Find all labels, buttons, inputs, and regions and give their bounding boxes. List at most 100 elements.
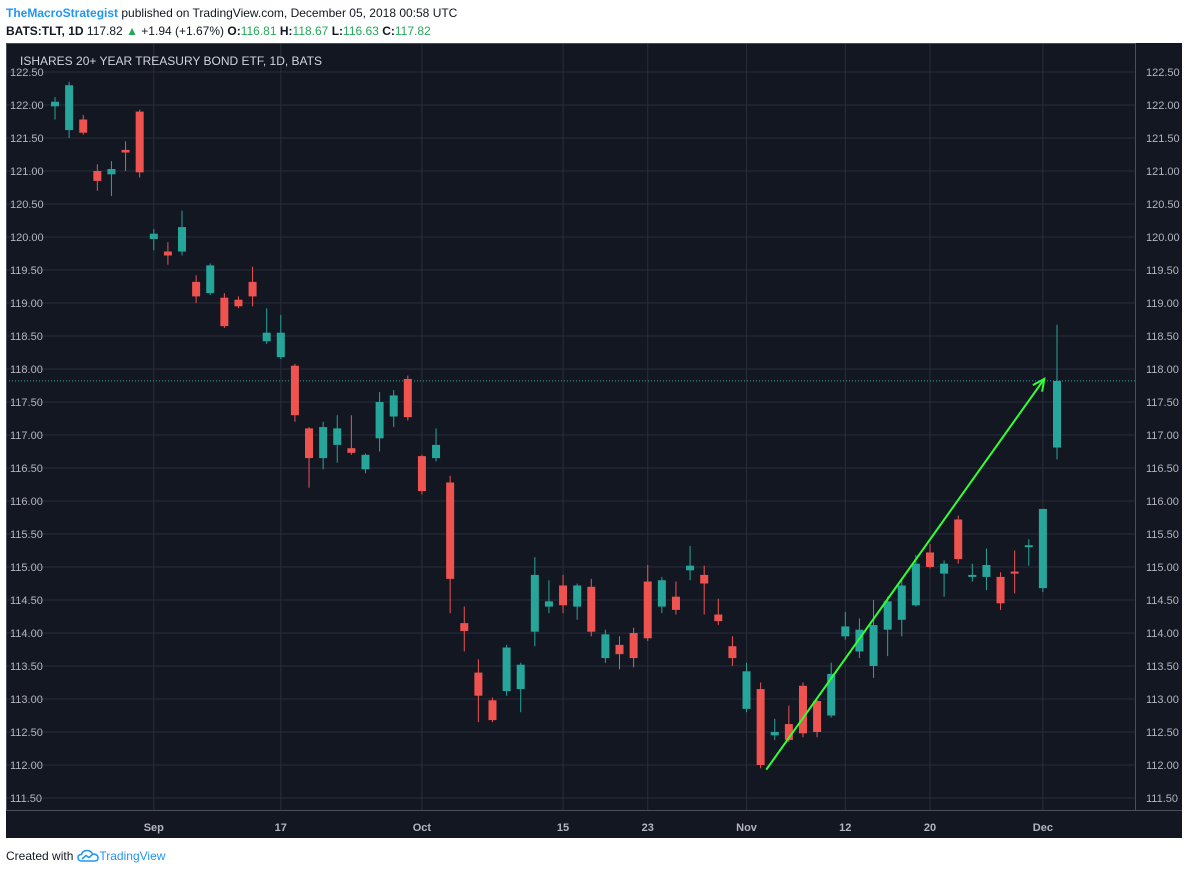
last-price: 117.82 bbox=[86, 24, 123, 38]
tradingview-cloud-icon bbox=[77, 849, 100, 862]
candle bbox=[728, 636, 737, 666]
candle bbox=[601, 629, 610, 663]
candle-body bbox=[474, 672, 483, 696]
candle-body bbox=[911, 563, 920, 606]
candle bbox=[290, 363, 299, 422]
candle-body bbox=[135, 111, 144, 173]
y-tick-label-right: 118.00 bbox=[1146, 364, 1179, 376]
x-tick-label: 15 bbox=[557, 822, 569, 834]
candle bbox=[813, 699, 822, 738]
candle bbox=[347, 415, 356, 455]
candle bbox=[1053, 324, 1061, 460]
candle-body bbox=[827, 673, 836, 716]
candle bbox=[615, 636, 624, 670]
candle bbox=[121, 141, 130, 171]
candle bbox=[262, 308, 271, 344]
candle-body bbox=[559, 585, 568, 606]
candlestick-chart[interactable]: ISHARES 20+ YEAR TREASURY BOND ETF, 1D, … bbox=[6, 43, 1182, 838]
candle bbox=[333, 415, 342, 463]
candle bbox=[107, 161, 116, 197]
published-text: published on TradingView.com, December 0… bbox=[121, 6, 458, 20]
candle bbox=[742, 662, 751, 713]
candle-body bbox=[65, 85, 74, 131]
candle bbox=[841, 611, 850, 640]
symbol-label: BATS:TLT, 1D bbox=[6, 24, 84, 38]
candle-body bbox=[587, 586, 596, 632]
candle-body bbox=[897, 585, 906, 620]
y-tick-label-right: 117.00 bbox=[1146, 430, 1179, 442]
x-tick-label: Nov bbox=[736, 822, 758, 834]
candle-body bbox=[1024, 545, 1033, 548]
right-price-axis[interactable]: 122.50 122.00 121.50 121.00 120.50 120.00 119.… bbox=[1146, 67, 1180, 805]
candle-body bbox=[728, 646, 737, 659]
candle bbox=[925, 543, 934, 569]
open-label: O: bbox=[227, 24, 241, 38]
candle-body bbox=[305, 428, 314, 459]
candle-body bbox=[544, 601, 553, 607]
candle bbox=[502, 644, 511, 696]
time-axis[interactable]: Sep 17 Oct 15 23 Nov 12 20 Dec bbox=[144, 822, 1053, 834]
candle-body bbox=[192, 281, 201, 297]
candle bbox=[573, 583, 582, 620]
y-tick-label-left: 120.50 bbox=[10, 199, 44, 211]
candle-body bbox=[530, 574, 539, 632]
trend-arrow-group bbox=[765, 377, 1046, 771]
grid-lines bbox=[6, 43, 1136, 811]
candle bbox=[714, 598, 723, 626]
x-tick-label: 20 bbox=[924, 822, 936, 834]
candle-body bbox=[502, 647, 511, 692]
y-tick-label-left: 122.50 bbox=[10, 67, 44, 79]
candle bbox=[770, 718, 779, 740]
y-tick-label-left: 111.50 bbox=[10, 793, 42, 805]
tradingview-brand-link[interactable]: TradingView bbox=[77, 849, 165, 863]
y-tick-label-right: 122.00 bbox=[1146, 100, 1180, 112]
candle bbox=[544, 580, 553, 614]
candle-body bbox=[121, 149, 130, 153]
candle bbox=[629, 627, 638, 668]
y-tick-label-right: 113.00 bbox=[1146, 694, 1179, 706]
x-tick-label: Sep bbox=[144, 822, 164, 834]
y-tick-label-left: 119.00 bbox=[10, 298, 43, 310]
chart-frame[interactable]: ISHARES 20+ YEAR TREASURY BOND ETF, 1D, … bbox=[6, 43, 1182, 838]
candle-body bbox=[954, 519, 963, 560]
x-tick-label: Dec bbox=[1033, 822, 1053, 834]
candle-body bbox=[841, 626, 850, 637]
y-tick-label-right: 115.50 bbox=[1146, 529, 1179, 541]
candle bbox=[446, 475, 455, 614]
chart-header: TheMacroStrategist published on TradingV… bbox=[6, 4, 1182, 40]
candle-body bbox=[107, 169, 116, 175]
candle-body bbox=[798, 685, 807, 734]
author-link[interactable]: TheMacroStrategist bbox=[6, 6, 119, 20]
y-tick-label-right: 116.00 bbox=[1146, 496, 1179, 508]
candle-body bbox=[516, 664, 525, 690]
y-tick-label-right: 114.00 bbox=[1146, 628, 1179, 640]
y-tick-label-right: 112.50 bbox=[1146, 727, 1179, 739]
candle bbox=[798, 682, 807, 738]
candle-body bbox=[417, 456, 426, 492]
y-tick-label-left: 122.00 bbox=[10, 100, 44, 112]
candle-body bbox=[968, 574, 977, 577]
candle bbox=[1010, 550, 1019, 594]
candle bbox=[234, 296, 243, 309]
candle-body bbox=[178, 227, 187, 252]
candle bbox=[192, 275, 201, 303]
y-tick-label-left: 115.50 bbox=[10, 529, 43, 541]
x-tick-label: 23 bbox=[642, 822, 654, 834]
candle-body bbox=[671, 596, 680, 610]
candle bbox=[319, 421, 328, 470]
y-tick-label-right: 119.00 bbox=[1146, 298, 1179, 310]
candle bbox=[883, 596, 892, 657]
candle-body bbox=[93, 171, 102, 181]
high-value: 118.67 bbox=[292, 24, 329, 38]
y-tick-label-right: 115.00 bbox=[1146, 562, 1179, 574]
up-arrow-icon: ▲ bbox=[126, 24, 138, 38]
candle bbox=[756, 682, 765, 769]
candle-body bbox=[262, 332, 271, 342]
candle-body bbox=[276, 332, 285, 358]
y-tick-label-left: 113.00 bbox=[10, 694, 43, 706]
candle-body bbox=[403, 378, 412, 418]
high-label: H: bbox=[279, 24, 293, 38]
y-tick-label-left: 119.50 bbox=[10, 265, 43, 277]
candle bbox=[65, 81, 74, 138]
candle bbox=[163, 242, 172, 265]
